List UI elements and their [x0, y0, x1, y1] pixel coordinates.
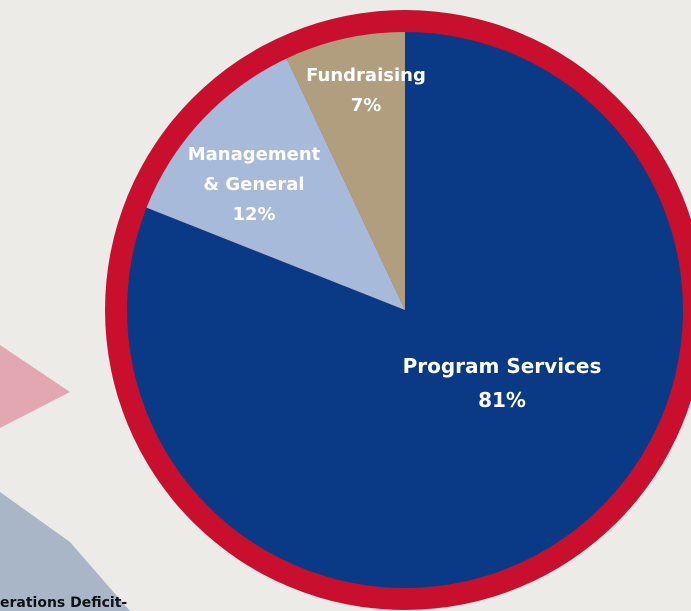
pink-decorative-shape [0, 345, 70, 428]
pie-slice-label-line: Program Services [403, 354, 602, 378]
pie-labels: Program Services 81% Management & General 12… [188, 65, 602, 412]
pie-slice-1 [126, 32, 684, 589]
pie-slice-label-line: 12% [232, 204, 275, 225]
bottom-text: erations Deficit- [0, 595, 127, 611]
pie-slice-3 [286, 32, 405, 310]
pie-slice-label-3: Fundraising 7% [306, 65, 426, 116]
pie-slice-label-line: Management [188, 144, 321, 165]
pie-slice-label-line: 7% [351, 95, 382, 116]
pie-slice-label-line: 81% [478, 388, 526, 412]
pie-slice-2 [146, 58, 405, 310]
pie-slice-label-line: & General [203, 174, 304, 195]
pie-slices [126, 32, 684, 589]
pie-slice-label-1: Program Services 81% [403, 354, 602, 412]
pie-slice-label-2: Management & General 12% [188, 144, 321, 225]
pie-slice-label-line: Fundraising [306, 65, 426, 86]
blue-decorative-shape [0, 492, 130, 611]
